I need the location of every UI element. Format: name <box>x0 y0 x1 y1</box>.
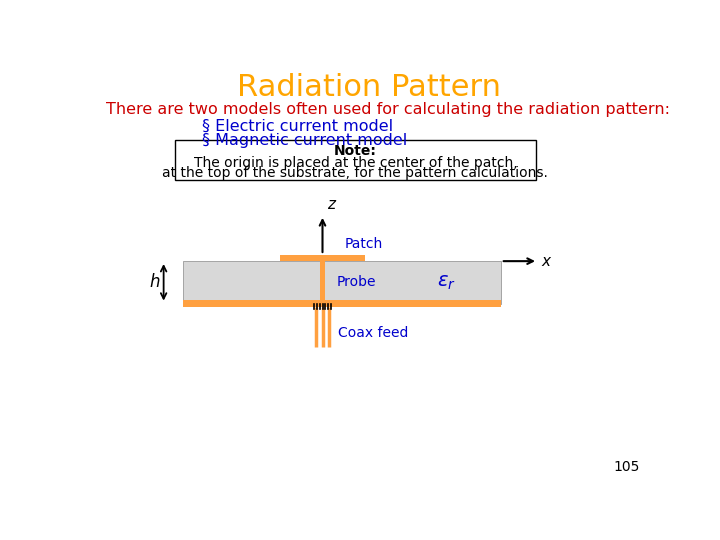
Bar <box>183 300 500 307</box>
Text: § Electric current model: § Electric current model <box>202 119 394 134</box>
Text: There are two models often used for calculating the radiation pattern:: There are two models often used for calc… <box>106 102 670 117</box>
Text: Patch: Patch <box>344 237 382 251</box>
Text: x: x <box>542 254 551 268</box>
Text: Coax feed: Coax feed <box>338 326 408 340</box>
Text: z: z <box>327 197 335 212</box>
Text: § Magnetic current model: § Magnetic current model <box>202 133 408 148</box>
Text: Probe: Probe <box>336 275 376 289</box>
Text: at the top of the substrate, for the pattern calculations.: at the top of the substrate, for the pat… <box>163 166 549 180</box>
Text: $\varepsilon_r$: $\varepsilon_r$ <box>437 273 456 292</box>
Bar <box>175 140 536 180</box>
Text: The origin is placed at the center of the patch,: The origin is placed at the center of th… <box>194 156 517 170</box>
Text: Note:: Note: <box>334 144 377 158</box>
Bar <box>183 261 500 303</box>
Text: Radiation Pattern: Radiation Pattern <box>237 72 501 102</box>
Bar <box>320 255 325 307</box>
Text: h: h <box>150 273 161 291</box>
Bar <box>280 255 365 261</box>
Text: 105: 105 <box>614 461 640 475</box>
